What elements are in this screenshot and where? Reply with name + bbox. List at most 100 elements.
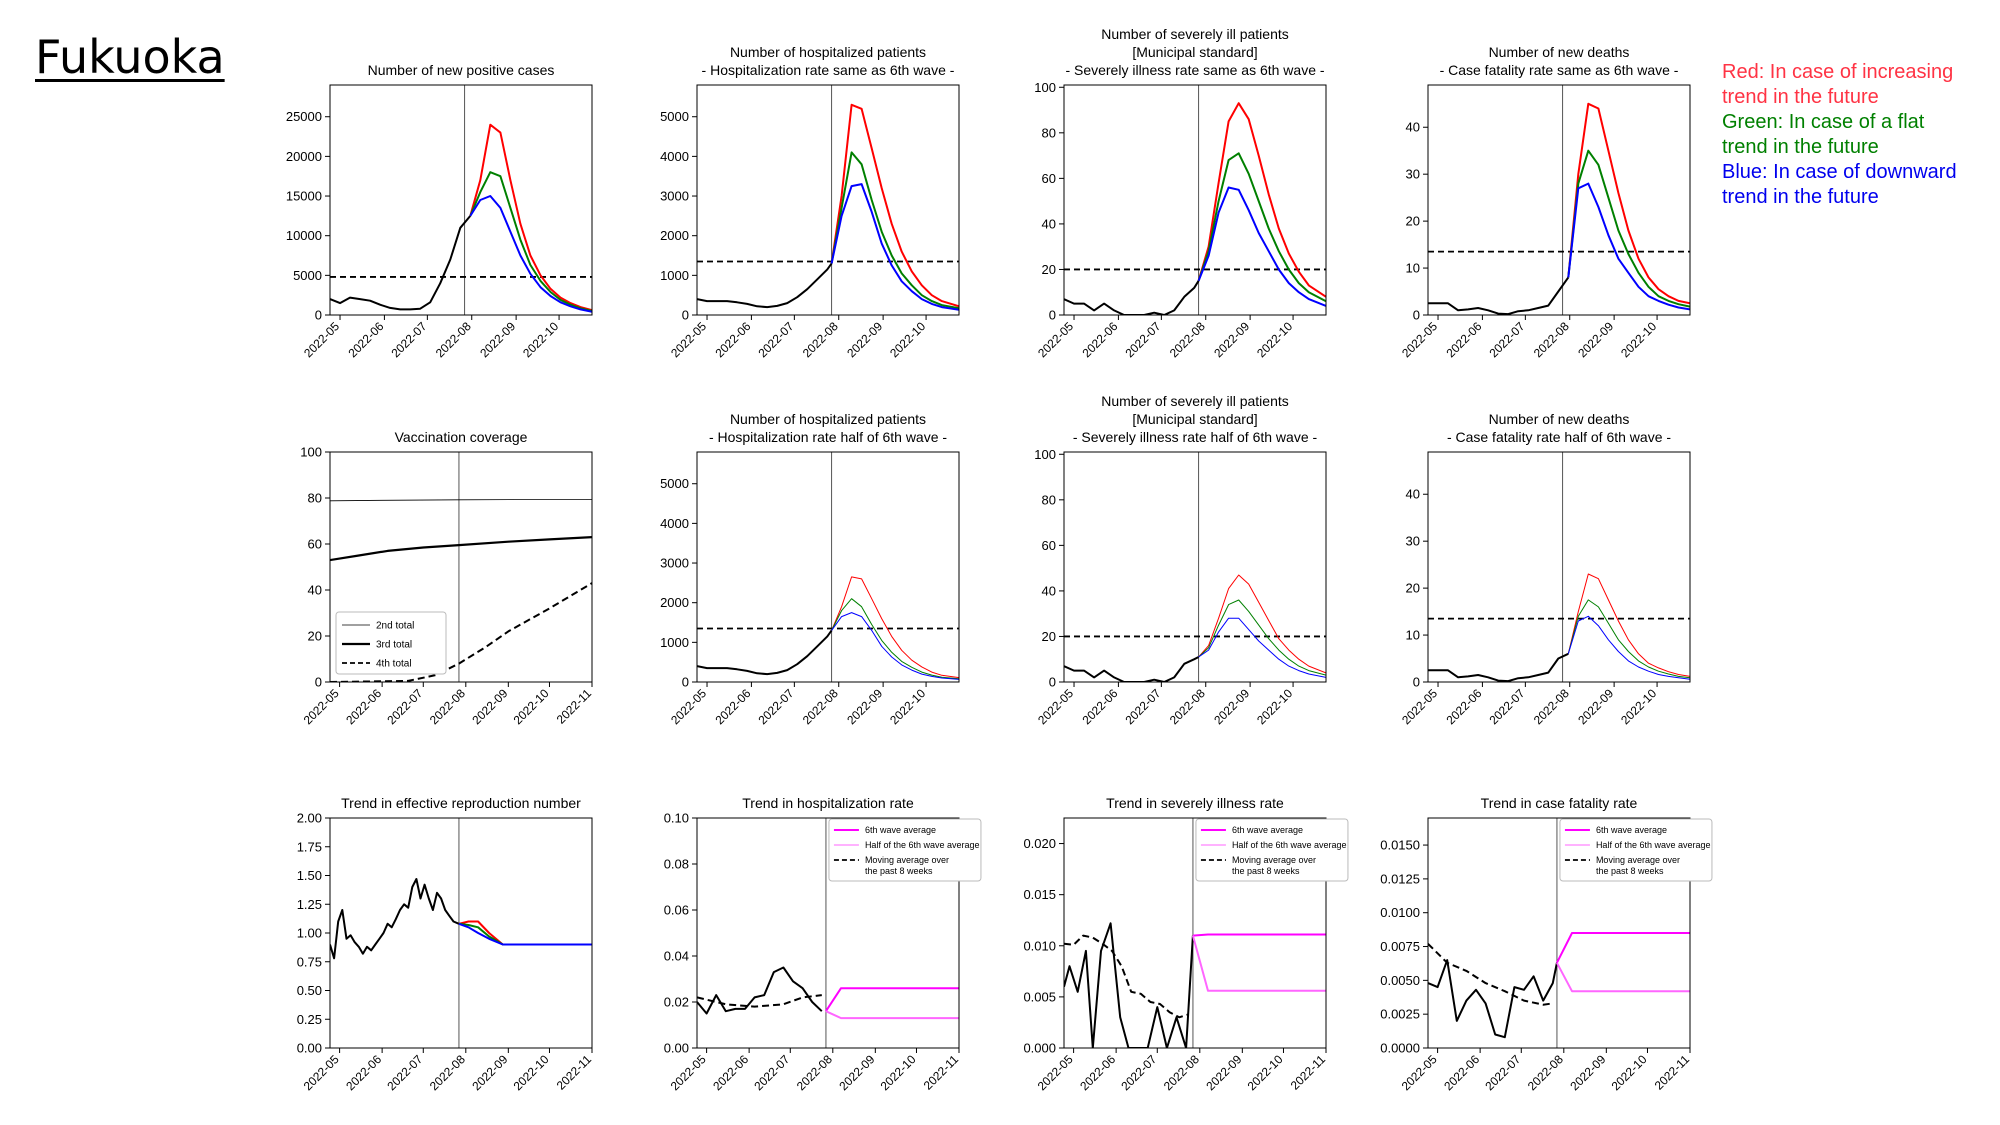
- x-tick-label: 2022-05: [1399, 686, 1440, 727]
- plot-area: [1064, 452, 1326, 682]
- series-line-2: [1556, 932, 1690, 964]
- plot-frame: [329, 84, 593, 316]
- plot-area: [330, 85, 592, 315]
- legend-label: 4th total: [376, 659, 412, 670]
- y-tick-label: 1.75: [297, 839, 322, 854]
- scenario-legend-blue-line-1: Blue: In case of downward: [1722, 161, 1957, 183]
- x-tick-label: 2022-09: [1211, 686, 1252, 727]
- x-tick-label: 2022-08: [1167, 319, 1208, 360]
- plot-area: [1428, 452, 1690, 682]
- x-tick-label: 2022-10: [878, 1052, 919, 1093]
- x-tick-label: 2022-08: [1167, 686, 1208, 727]
- y-tick-label: 3000: [660, 189, 689, 204]
- x-tick-label: 2022-05: [1399, 1052, 1440, 1093]
- scenario-legend-green-line-2: trend in the future: [1722, 136, 1879, 158]
- plot-area: [697, 452, 959, 682]
- chart-title-line: Number of new deaths: [1489, 44, 1630, 60]
- x-tick-label: 2022-07: [1122, 319, 1163, 360]
- y-tick-label: 0: [682, 308, 689, 323]
- scenario-legend-green: Green: In case of a flat trend in the fu…: [1722, 110, 1957, 160]
- series-line-1: [1567, 573, 1690, 677]
- series-line-0: [697, 966, 823, 1015]
- x-tick-label: 2022-10: [511, 686, 552, 727]
- x-tick-label: 2022-10: [1618, 686, 1659, 727]
- x-tick-label: 2022-06: [1443, 319, 1484, 360]
- series-line-0: [330, 878, 460, 960]
- x-tick-label: 2022-09: [477, 319, 518, 360]
- x-tick-label: 2022-07: [755, 686, 796, 727]
- series-line-0: [697, 262, 833, 309]
- plot-area: [697, 818, 959, 1048]
- series-line-3: [825, 1010, 959, 1020]
- plot-frame: [1063, 84, 1327, 316]
- y-tick-label: 0.010: [1023, 938, 1056, 953]
- series-line-3: [831, 612, 959, 680]
- x-tick-label: 2022-07: [751, 1052, 792, 1093]
- x-tick-label: 2022-09: [1203, 1052, 1244, 1093]
- series-line-2: [1198, 599, 1326, 676]
- y-tick-label: 0.0050: [1380, 973, 1420, 988]
- y-tick-label: 1.50: [297, 868, 322, 883]
- x-tick-label: 2022-08: [1531, 686, 1572, 727]
- y-tick-label: 0: [1413, 308, 1420, 323]
- y-tick-label: 0.06: [664, 903, 689, 918]
- chart-title-line: Vaccination coverage: [395, 429, 528, 445]
- y-tick-label: 20: [1406, 581, 1420, 596]
- chart-new-deaths-half: Number of new deaths - Case fatality rate…: [1399, 411, 1691, 727]
- plot-area: [1064, 85, 1326, 315]
- y-tick-label: 0.08: [664, 857, 689, 872]
- legend-box: [1195, 818, 1349, 882]
- legend-label: Half of the 6th wave average: [1232, 840, 1347, 850]
- y-tick-label: 4000: [660, 516, 689, 531]
- legend-box: [335, 611, 447, 675]
- series-line-0: [1064, 922, 1194, 1048]
- scenario-legend-blue-line-2: trend in the future: [1722, 186, 1879, 208]
- chart-reproduction-number: Trend in effective reproduction number 0.…: [297, 795, 595, 1093]
- y-tick-label: 0: [1049, 308, 1056, 323]
- x-tick-label: 2022-09: [1575, 319, 1616, 360]
- y-tick-label: 0.000: [1023, 1041, 1056, 1056]
- y-tick-label: 100: [1034, 447, 1056, 462]
- y-tick-label: 0.0100: [1380, 905, 1420, 920]
- x-tick-label: 2022-08: [427, 1052, 468, 1093]
- x-tick-label: 2022-07: [388, 319, 429, 360]
- series-line-1: [1428, 943, 1553, 1006]
- legend-label: Moving average over: [1596, 855, 1680, 865]
- legend-label: 2nd total: [376, 621, 414, 632]
- series-line-3: [1198, 617, 1326, 678]
- y-tick-label: 80: [1042, 125, 1056, 140]
- y-tick-label: 2000: [660, 595, 689, 610]
- x-tick-label: 2022-06: [1079, 686, 1120, 727]
- legend-label: Half of the 6th wave average: [865, 840, 980, 850]
- chart-title-line: Trend in case fatality rate: [1481, 795, 1638, 811]
- x-tick-label: 2022-09: [469, 1052, 510, 1093]
- x-tick-label: 2022-05: [668, 686, 709, 727]
- x-tick-label: 2022-06: [712, 319, 753, 360]
- x-tick-label: 2022-11: [1652, 1052, 1693, 1093]
- x-tick-label: 2022-09: [836, 1052, 877, 1093]
- chart-title-line: [Municipal standard]: [1132, 44, 1257, 60]
- y-tick-label: 15000: [286, 189, 322, 204]
- y-tick-label: 0.0125: [1380, 871, 1420, 886]
- x-tick-label: 2022-06: [710, 1052, 751, 1093]
- x-tick-label: 2022-09: [469, 686, 510, 727]
- series-line-1: [330, 536, 592, 562]
- y-tick-label: 0.0075: [1380, 939, 1420, 954]
- legend-label: 6th wave average: [865, 825, 936, 835]
- plot-frame: [696, 817, 960, 1049]
- x-tick-label: 2022-10: [887, 686, 928, 727]
- series-line-2: [831, 598, 959, 680]
- series-line-2: [469, 171, 592, 312]
- series-line-2: [1567, 149, 1690, 308]
- x-tick-label: 2022-07: [384, 1052, 425, 1093]
- x-tick-label: 2022-11: [921, 1052, 962, 1093]
- series-line-1: [1567, 102, 1690, 305]
- y-tick-label: 40: [1406, 120, 1420, 135]
- series-line-0: [1428, 959, 1558, 1039]
- y-tick-label: 0.015: [1023, 887, 1056, 902]
- plot-frame: [329, 817, 593, 1049]
- series-line-1: [1197, 102, 1326, 298]
- chart-hospitalization-rate: Trend in hospitalization rate 0.00 0.02 0.0…: [664, 795, 982, 1093]
- scenario-legend-red-line-2: trend in the future: [1722, 86, 1879, 108]
- y-tick-label: 0: [682, 675, 689, 690]
